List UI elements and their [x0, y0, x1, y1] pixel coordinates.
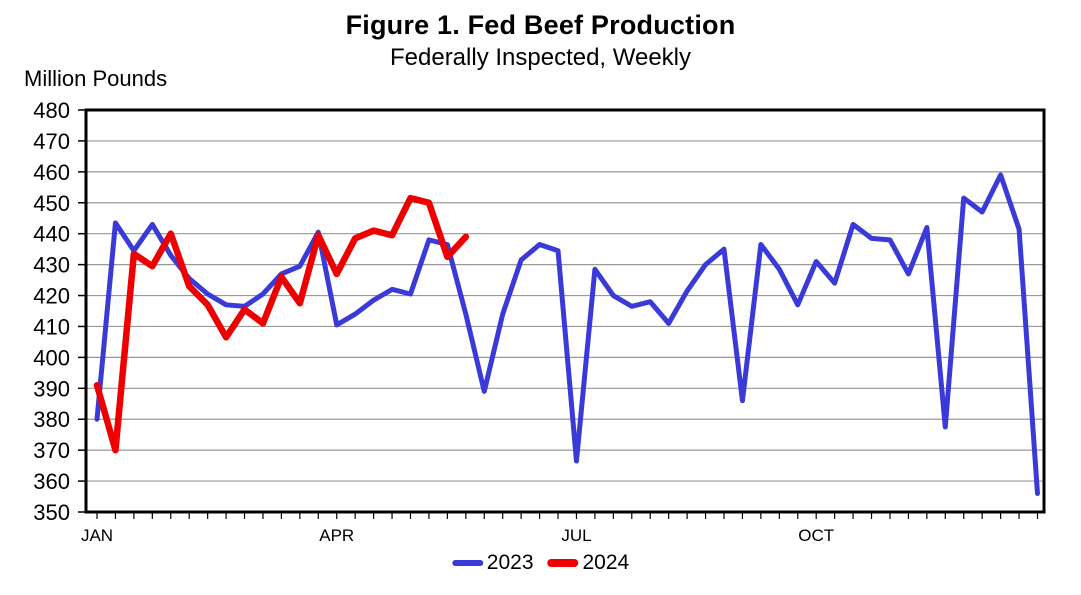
series-line-2023 [94, 172, 1040, 496]
y-tick-label: 410 [33, 314, 70, 339]
y-tick-label: 470 [33, 129, 70, 154]
y-tick-label: 390 [33, 376, 70, 401]
y-axis-label: Million Pounds [24, 66, 168, 91]
x-tick-label-jul: JUL [561, 526, 591, 545]
legend-swatch-2023-icon [451, 560, 483, 566]
x-tick-label-oct: OCT [798, 526, 834, 545]
legend-item-2024: 2024 [547, 551, 630, 575]
y-tick-label: 360 [33, 469, 70, 494]
series-line-2024 [93, 194, 470, 454]
y-tick-label: 440 [33, 222, 70, 247]
y-tick-label: 460 [33, 160, 70, 185]
legend-swatch-2024-icon [547, 559, 579, 567]
y-tick-label: 400 [33, 345, 70, 370]
legend-label-2023: 2023 [486, 551, 534, 574]
chart-title: Figure 1. Fed Beef Production [345, 10, 736, 40]
line-chart-plot: 350 360 370 380 390 400 410 420 430 440 450 460 470 4… [33, 98, 1046, 545]
x-tick-label-jan: JAN [81, 526, 113, 545]
x-tick-label-apr: APR [319, 526, 354, 545]
y-tick-label: 380 [33, 407, 70, 432]
y-tick-label: 370 [33, 438, 70, 463]
y-tick-label: 450 [33, 191, 70, 216]
plot-frame [84, 108, 1046, 514]
y-tick-label: 480 [33, 98, 70, 123]
legend-label-2024: 2024 [582, 551, 630, 574]
y-tick-label: 430 [33, 253, 70, 278]
legend-item-2023: 2023 [451, 551, 534, 575]
chart-subtitle: Federally Inspected, Weekly [389, 44, 692, 71]
y-tick-label: 350 [33, 500, 70, 525]
y-tick-label: 420 [33, 284, 70, 309]
chart-legend: 2023 2024 [451, 551, 630, 575]
